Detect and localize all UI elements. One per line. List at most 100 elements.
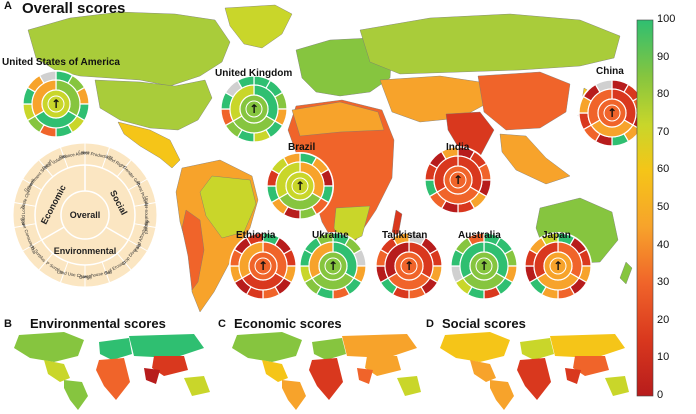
colorbar-tick-label: 90	[657, 50, 670, 63]
colorbar-tick-label: 100	[657, 13, 676, 25]
score-wheel-japan: ↑	[524, 232, 592, 300]
region-se-asia	[499, 133, 571, 185]
country-label-china: China	[596, 66, 624, 77]
legend-group-environmental: Environmental	[54, 246, 117, 256]
legend-spoke	[128, 178, 148, 191]
score-wheel-brazil: ↑	[266, 152, 334, 220]
legend-spoke	[116, 159, 132, 178]
colorbar-tick-label: 80	[657, 88, 670, 101]
panel-a-title: Overall scores	[22, 0, 126, 17]
legend-spoke	[22, 239, 42, 252]
overall-inner-ring	[47, 95, 65, 113]
overall-inner-ring	[254, 257, 272, 275]
legend-group-divider	[105, 226, 129, 241]
legend-spoke	[59, 261, 69, 283]
legend-spoke	[134, 202, 156, 207]
trend-arrow-icon: ↑	[258, 259, 268, 273]
score-wheel-tajikistan: ↑	[375, 232, 443, 300]
trend-arrow-icon: ↑	[479, 259, 489, 273]
overall-inner-ring	[245, 100, 263, 118]
overall-score-disc	[469, 251, 499, 281]
overall-score-disc	[318, 251, 348, 281]
overall-inner-ring	[400, 257, 418, 275]
legend-spoke	[128, 239, 148, 252]
legend-wheel: Overall Economic Social Environmental La…	[12, 142, 158, 288]
colorbar-tick-label: 10	[657, 351, 670, 364]
panel-c-letter: C	[218, 318, 226, 330]
legend-spoke	[22, 178, 42, 191]
trend-arrow-icon: ↑	[404, 259, 414, 273]
country-label-india: India	[446, 142, 470, 153]
overall-score-disc	[597, 98, 627, 128]
trend-arrow-icon: ↑	[553, 259, 563, 273]
trend-arrow-icon: ↑	[607, 106, 617, 120]
overall-score-disc	[443, 165, 473, 195]
map-economic	[222, 330, 427, 414]
region-brazil	[199, 175, 257, 239]
legend-indicator-label: Greenhouse Gas	[79, 269, 114, 280]
overall-inner-ring	[475, 257, 493, 275]
trend-arrow-icon: ↑	[295, 179, 305, 193]
overall-score-disc	[239, 94, 269, 124]
panel-a-letter: A	[4, 0, 12, 12]
map-social	[430, 330, 635, 414]
overall-inner-ring	[324, 257, 342, 275]
country-label-australia: Australia	[458, 230, 501, 241]
legend-spoke	[38, 252, 54, 271]
legend-spoke	[38, 159, 54, 178]
colorbar	[636, 19, 654, 397]
score-wheel-india: ↑	[424, 146, 492, 214]
legend-spoke	[101, 147, 111, 169]
country-label-japan: Japan	[542, 230, 571, 241]
legend-indicator-label: Finance Access	[59, 149, 91, 159]
legend-group-divider	[41, 226, 65, 241]
trend-arrow-icon: ↑	[51, 97, 61, 111]
score-wheel-usa: ↑	[22, 70, 90, 138]
legend-spoke	[116, 252, 132, 271]
score-wheel-ethiopia: ↑	[229, 232, 297, 300]
main-map	[27, 4, 633, 313]
region-new-zealand	[619, 261, 633, 285]
region-mexico	[117, 121, 181, 169]
colorbar-tick-label: 30	[657, 276, 670, 289]
country-label-brazil: Brazil	[288, 142, 316, 153]
trend-arrow-icon: ↑	[328, 259, 338, 273]
region-north-africa	[291, 101, 385, 137]
score-wheel-ukraine: ↑	[299, 232, 367, 300]
overall-inner-ring	[549, 257, 567, 275]
region-central-asia	[379, 75, 487, 123]
map-environmental	[4, 330, 219, 414]
colorbar-tick-label: 20	[657, 313, 670, 326]
country-label-tajikistan: Tajikistan	[382, 230, 428, 241]
overall-score-disc	[394, 251, 424, 281]
region-andes	[181, 209, 205, 291]
legend-spoke	[59, 147, 69, 169]
legend-spoke	[14, 223, 36, 228]
panel-b-title: Environmental scores	[30, 316, 166, 331]
score-wheel-australia: ↑	[450, 232, 518, 300]
panel-b-letter: B	[4, 318, 12, 330]
country-label-usa: United States of America	[2, 57, 120, 68]
score-wheel-china: ↑	[578, 79, 646, 147]
overall-score-disc	[543, 251, 573, 281]
overall-score-disc	[285, 171, 315, 201]
colorbar-tick-label: 40	[657, 238, 670, 251]
legend-indicator-label: Under-nourishment	[144, 196, 149, 234]
score-wheel-uk: ↑	[220, 75, 288, 143]
region-greenland	[224, 4, 293, 49]
region-russia	[359, 13, 621, 75]
country-label-ethiopia: Ethiopia	[236, 230, 276, 241]
legend-spoke	[101, 261, 111, 283]
trend-arrow-icon: ↑	[453, 173, 463, 187]
colorbar-tick-label: 60	[657, 163, 670, 176]
trend-arrow-icon: ↑	[249, 102, 259, 116]
legend-spoke	[14, 202, 36, 207]
overall-score-disc	[41, 89, 71, 119]
country-wheels: ↑ ↑ ↑ ↑ ↑ ↑ ↑ ↑ ↑ ↑	[22, 70, 646, 300]
legend-indicator-label: Food Loss	[21, 204, 26, 225]
colorbar-tick-label: 70	[657, 125, 670, 138]
region-usa	[94, 79, 213, 131]
legend-center-label: Overall	[70, 210, 101, 220]
country-label-ukraine: Ukraine	[312, 230, 349, 241]
